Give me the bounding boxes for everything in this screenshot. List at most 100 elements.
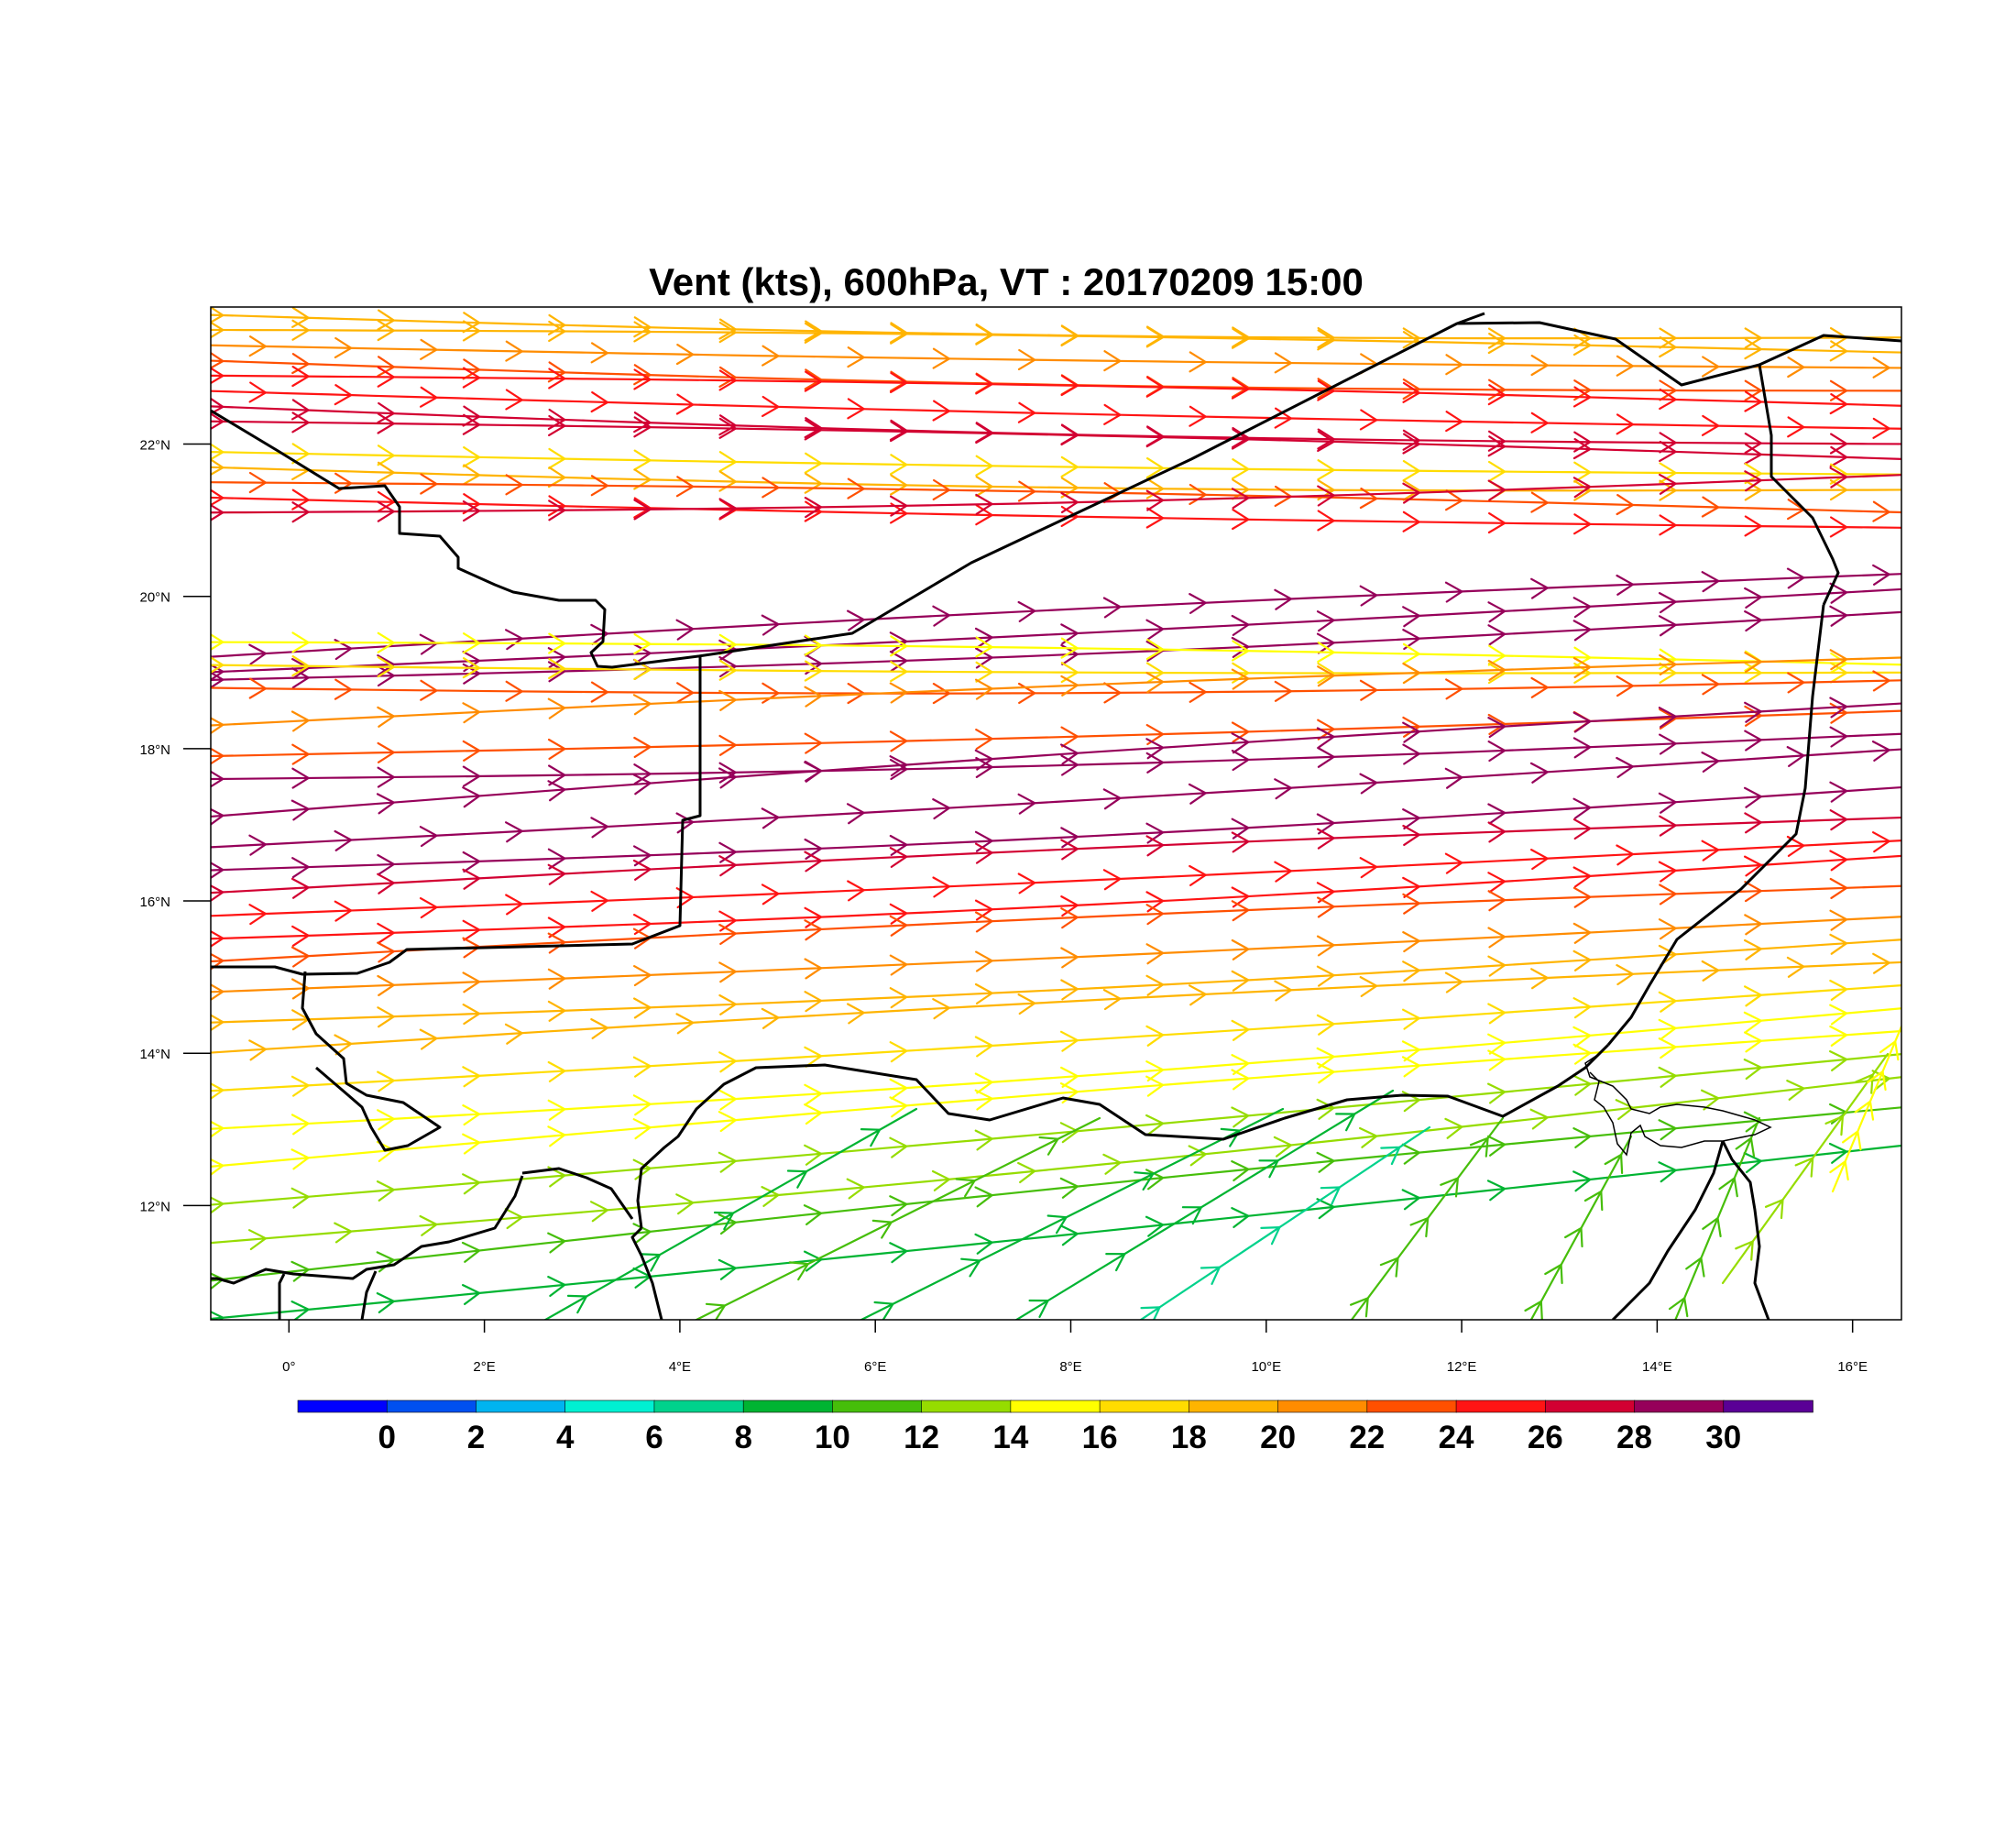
wind-arrow <box>1231 636 1250 658</box>
wind-arrow <box>1402 433 1420 455</box>
wind-arrow <box>248 381 267 403</box>
wind-arrow <box>974 982 993 1004</box>
wind-arrow <box>1572 866 1592 888</box>
wind-arrow <box>419 826 438 848</box>
wind-arrow <box>718 656 737 678</box>
wind-arrow <box>1232 458 1250 480</box>
wind-arrow <box>420 338 438 360</box>
wind-arrow <box>462 367 481 389</box>
wind-streamline <box>1529 1135 1633 1320</box>
wind-arrow <box>1615 1099 1634 1121</box>
wind-arrow <box>377 461 395 483</box>
wind-arrow <box>804 1083 823 1105</box>
colorbar-swatch <box>1455 1399 1547 1413</box>
colorbar-swatch <box>921 1399 1012 1413</box>
wind-arrow <box>1744 812 1762 834</box>
wind-arrow <box>1487 512 1507 534</box>
wind-arrow <box>211 1196 225 1214</box>
lon-tick-label: 8°E <box>1059 1359 1081 1375</box>
wind-arrow <box>547 968 566 990</box>
wind-arrow <box>419 1028 438 1050</box>
colorbar-swatch <box>832 1399 923 1413</box>
wind-arrow <box>847 398 865 420</box>
wind-arrow <box>1402 327 1420 349</box>
wind-arrow <box>1444 1117 1463 1139</box>
colorbar-swatch <box>1723 1399 1813 1413</box>
wind-arrow <box>1786 956 1805 978</box>
wind-arrow <box>462 413 481 435</box>
wind-arrow <box>505 629 523 651</box>
wind-arrow <box>1060 623 1079 645</box>
wind-arrow <box>462 1173 481 1195</box>
wind-arrow <box>804 370 823 392</box>
wind-arrow <box>590 475 608 497</box>
wind-arrow <box>377 320 395 342</box>
wind-arrow <box>211 458 225 477</box>
border-libya-chad <box>1758 364 1840 606</box>
wind-arrow <box>1402 716 1420 738</box>
wind-arrow <box>377 873 395 895</box>
wind-arrow <box>1487 479 1507 501</box>
wind-arrow <box>1060 424 1079 446</box>
wind-arrow <box>211 1082 225 1100</box>
wind-arrow <box>334 336 353 358</box>
wind-arrow <box>291 743 310 765</box>
wind-arrow <box>1744 379 1762 401</box>
wind-arrow <box>211 633 225 651</box>
wind-arrow <box>377 490 395 512</box>
wind-arrow <box>1867 1070 1887 1091</box>
wind-arrow <box>1060 839 1079 861</box>
wind-arrow <box>1572 797 1592 819</box>
wind-arrow <box>462 1066 481 1088</box>
wind-arrow <box>211 717 225 735</box>
wind-arrow <box>211 671 225 689</box>
wind-arrow <box>1743 1059 1762 1080</box>
wind-arrow <box>1572 386 1592 408</box>
wind-arrow <box>1316 1151 1335 1173</box>
wind-arrow <box>547 932 566 954</box>
wind-arrow <box>804 1046 823 1068</box>
wind-arrow <box>1274 680 1292 702</box>
wind-arrow <box>377 922 395 944</box>
wind-arrow <box>334 384 353 406</box>
wind-arrow <box>248 471 267 494</box>
wind-arrow <box>1145 1075 1165 1097</box>
wind-arrow <box>974 1129 993 1151</box>
wind-arrow <box>1232 326 1250 348</box>
wind-arrow <box>462 868 481 890</box>
wind-arrow <box>1572 656 1592 678</box>
wind-arrow <box>1317 662 1335 684</box>
wind-arrow <box>847 1003 865 1025</box>
wind-arrow <box>889 847 908 868</box>
border-burkina-cote <box>278 1273 286 1320</box>
wind-arrow <box>1658 991 1677 1013</box>
lat-tick-label: 18°N <box>139 742 170 758</box>
wind-arrow <box>1060 324 1079 346</box>
wind-arrow <box>1102 1153 1122 1175</box>
wind-arrow <box>1744 443 1762 465</box>
wind-arrow <box>462 446 481 468</box>
wind-arrow <box>860 1128 882 1147</box>
wind-arrow <box>1487 327 1507 349</box>
wind-arrow <box>632 1118 652 1140</box>
wind-arrow <box>932 798 950 820</box>
wind-arrow <box>1829 516 1848 538</box>
wind-arrow <box>290 1260 310 1282</box>
wind-arrow <box>1445 678 1463 700</box>
wind-arrow <box>932 400 950 422</box>
wind-arrow <box>975 729 993 751</box>
wind-arrow <box>1572 922 1592 944</box>
wind-arrow <box>1317 665 1335 687</box>
wind-arrow <box>1744 479 1762 501</box>
wind-arrow <box>462 464 481 486</box>
wind-arrow <box>675 619 695 641</box>
wind-arrow <box>462 657 481 679</box>
wind-arrow <box>291 366 310 388</box>
wind-arrow <box>1231 668 1250 690</box>
wind-arrow <box>1231 818 1250 840</box>
wind-arrow <box>1274 861 1292 883</box>
wind-arrow <box>1786 835 1805 857</box>
lon-tick-label: 6°E <box>864 1359 886 1375</box>
wind-arrow <box>718 1258 737 1280</box>
wind-arrow <box>1744 1031 1762 1053</box>
